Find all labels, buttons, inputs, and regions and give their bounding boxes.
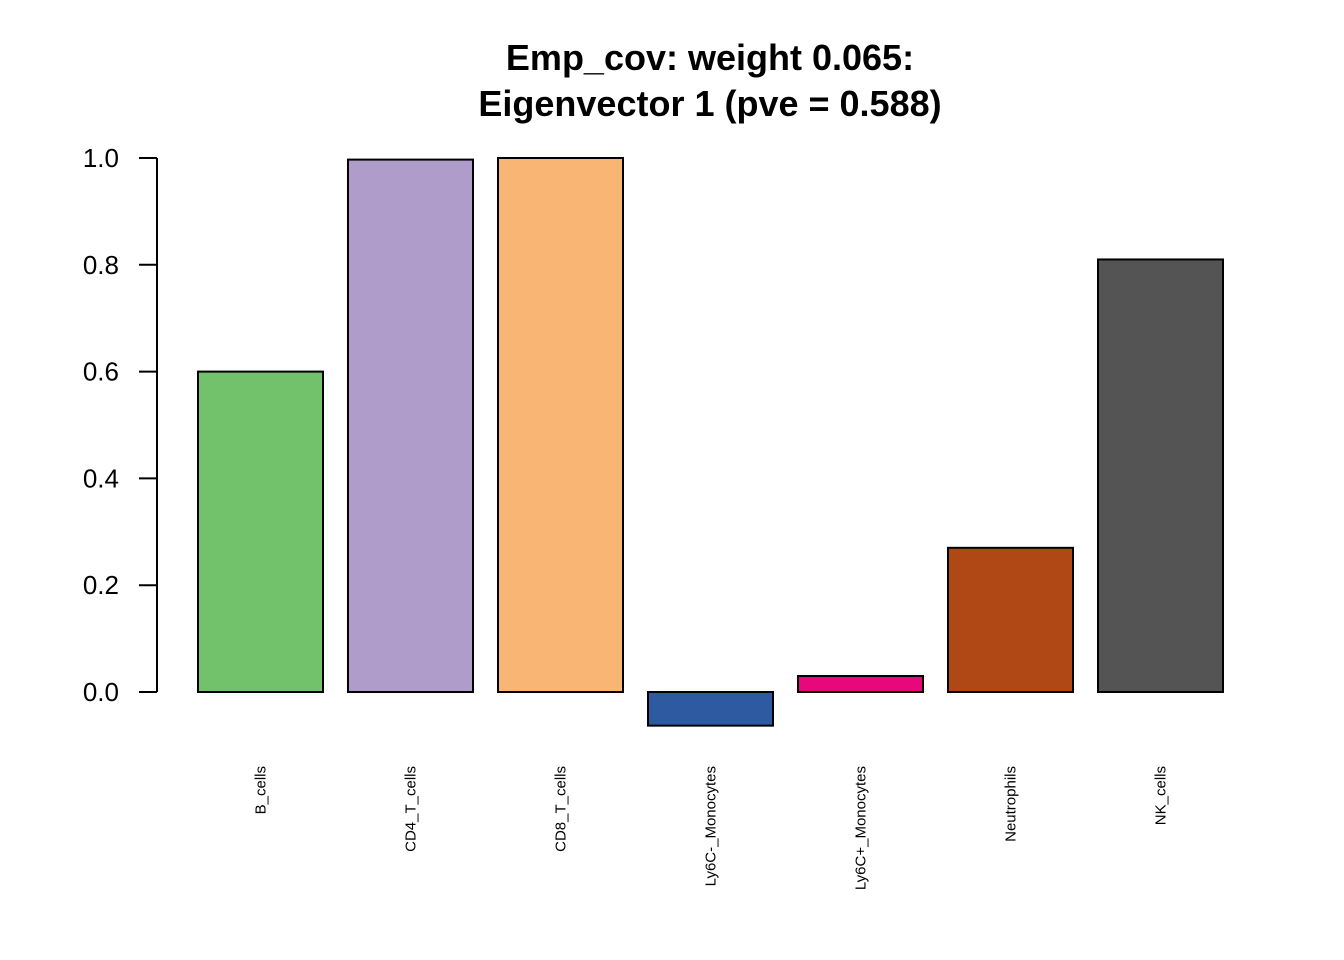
category-label: Neutrophils [1003,766,1020,842]
category-labels: B_cells CD4_T_cells CD8_T_cells Ly6C-_Monoc… [253,766,1170,890]
y-tick-label: 0.2 [83,570,119,600]
y-tick-label: 0.4 [83,463,119,493]
y-tick-label: 0.8 [83,250,119,280]
chart-subtitle: Eigenvector 1 (pve = 0.588) [478,83,941,124]
category-label: NK_cells [1153,766,1170,825]
bar-CD8_T_cells [497,157,624,693]
y-tick-label: 0.6 [83,357,119,387]
bar-Ly6C+_Monocytes [797,674,924,693]
chart-title: Emp_cov: weight 0.065: [506,37,914,78]
bar-Neutrophils [947,546,1074,693]
bar-CD4_T_cells [347,158,474,694]
bars [197,157,1224,727]
category-label: CD8_T_cells [553,766,570,852]
y-axis: 0.0 0.2 0.4 0.6 0.8 1.0 [83,143,158,707]
y-tick-label: 0.0 [83,677,119,707]
category-label: B_cells [253,766,270,814]
bar-Ly6C-_Monocytes [647,691,774,727]
category-label: CD4_T_cells [403,766,420,852]
bar-NK_cells [1097,258,1224,693]
y-tick-label: 1.0 [83,143,119,173]
category-label: Ly6C-_Monocytes [703,766,720,886]
bar-B_cells [197,370,324,693]
category-label: Ly6C+_Monocytes [853,766,870,890]
